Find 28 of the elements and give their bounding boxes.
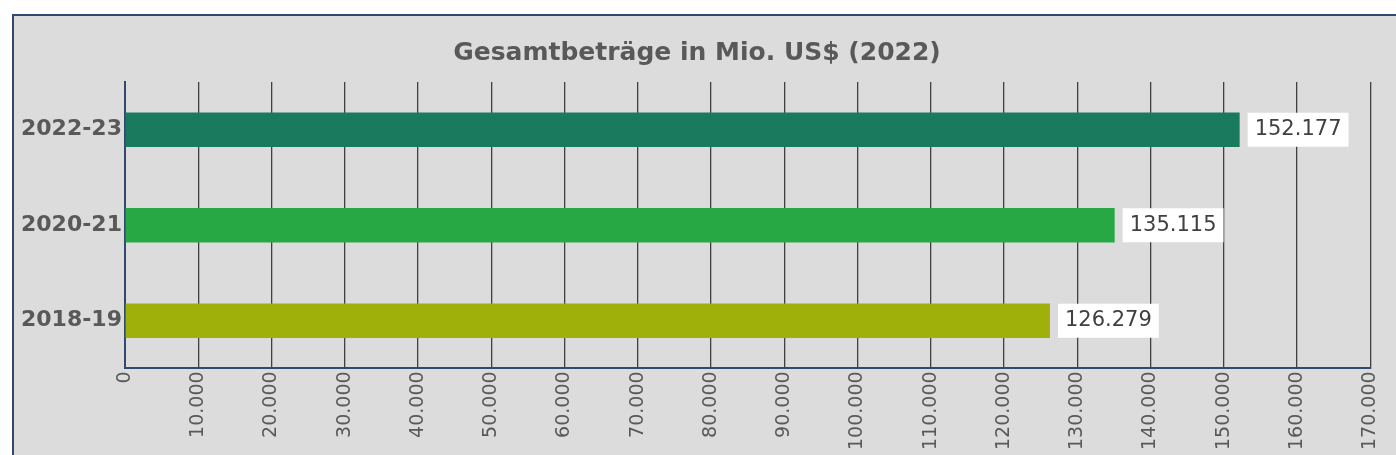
- x-tick-label: 120.000: [990, 371, 1013, 451]
- x-tick-label: 90.000: [771, 371, 794, 438]
- data-label: 126.279: [1064, 307, 1152, 332]
- x-tick-label: 50.000: [478, 371, 501, 438]
- data-label: 152.177: [1254, 116, 1342, 141]
- x-tick-label: 30.000: [331, 371, 354, 438]
- data-label: 135.115: [1129, 211, 1217, 236]
- chart-title: Gesamtbeträge in Mio. US$ (2022): [453, 36, 941, 66]
- x-tick-label: 110.000: [917, 371, 940, 451]
- y-tick-label: 2020-21: [20, 210, 122, 236]
- x-tick-label: 140.000: [1137, 371, 1160, 451]
- y-tick-label: 2018-19: [20, 306, 122, 332]
- x-tick-label: 40.000: [404, 371, 427, 438]
- x-tick-label: 60.000: [551, 371, 574, 438]
- x-tick-label: 70.000: [624, 371, 647, 438]
- x-tick-label: 0: [111, 371, 134, 384]
- x-tick-label: 130.000: [1064, 371, 1087, 451]
- x-tick-label: 150.000: [1210, 371, 1233, 451]
- x-tick-label: 10.000: [185, 371, 208, 438]
- bar: [125, 303, 1050, 338]
- x-tick-label: 80.000: [697, 371, 720, 438]
- x-tick-label: 20.000: [258, 371, 281, 438]
- bar: [125, 208, 1115, 243]
- y-tick-label: 2022-23: [20, 115, 122, 141]
- x-tick-label: 100.000: [844, 371, 867, 451]
- x-tick-label: 170.000: [1357, 371, 1380, 451]
- x-tick-label: 160.000: [1283, 371, 1306, 451]
- bar: [125, 112, 1240, 147]
